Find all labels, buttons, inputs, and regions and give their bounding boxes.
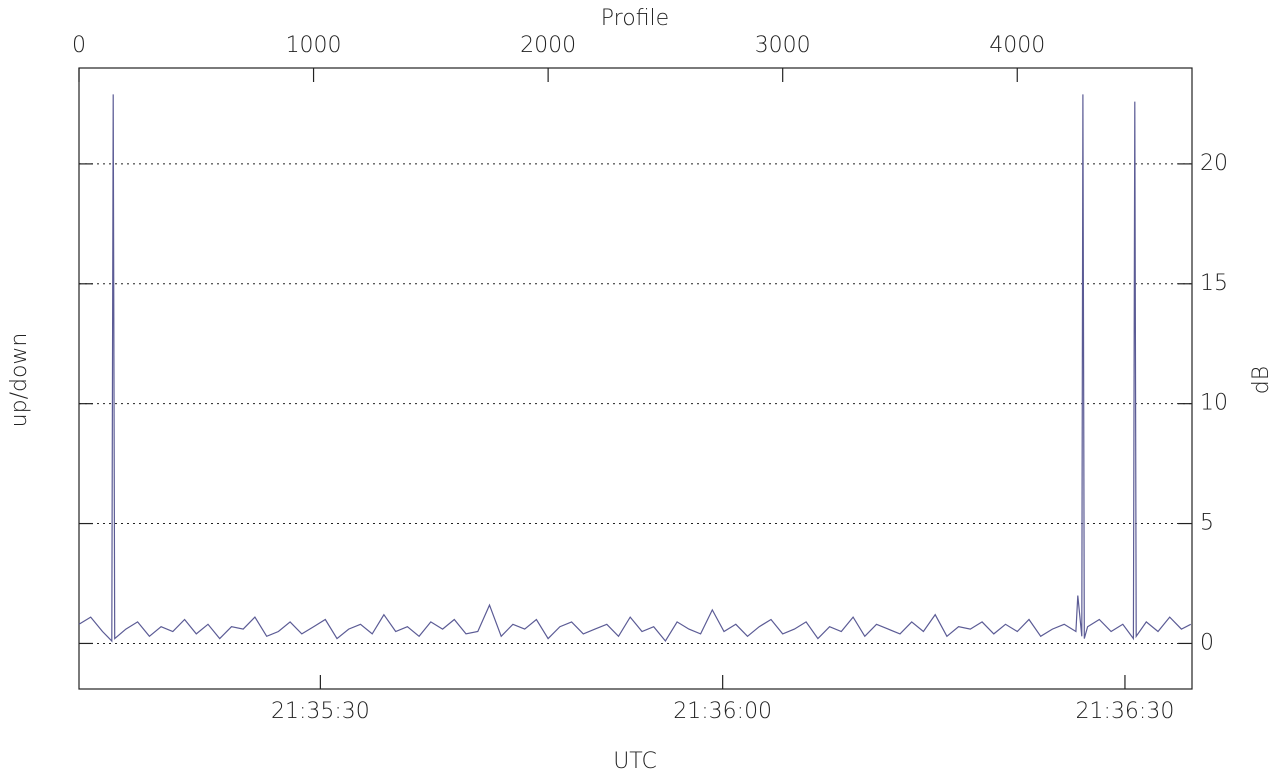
bottom-axis-title: UTC bbox=[613, 749, 657, 774]
plot-frame bbox=[78, 67, 1193, 690]
right-axis-title: dB bbox=[1249, 366, 1274, 394]
top-tick-label: 1000 bbox=[286, 33, 342, 58]
bottom-tick-label: 21:36:00 bbox=[673, 699, 772, 724]
top-axis-title: Profile bbox=[601, 6, 669, 31]
top-tick-label: 3000 bbox=[755, 33, 811, 58]
right-tick-label: 0 bbox=[1200, 630, 1214, 655]
top-tick-label: 4000 bbox=[989, 33, 1045, 58]
right-tick-label: 10 bbox=[1200, 391, 1228, 416]
data-line bbox=[78, 94, 1192, 643]
right-tick-label: 5 bbox=[1200, 511, 1214, 536]
right-tick-label: 20 bbox=[1200, 151, 1228, 176]
bottom-tick-label: 21:36:30 bbox=[1076, 699, 1175, 724]
top-tick-label: 2000 bbox=[520, 33, 576, 58]
left-axis-title: up/down bbox=[7, 333, 32, 428]
bottom-tick-label: 21:35:30 bbox=[271, 699, 370, 724]
top-tick-label: 0 bbox=[72, 33, 86, 58]
right-tick-label: 15 bbox=[1200, 271, 1228, 296]
